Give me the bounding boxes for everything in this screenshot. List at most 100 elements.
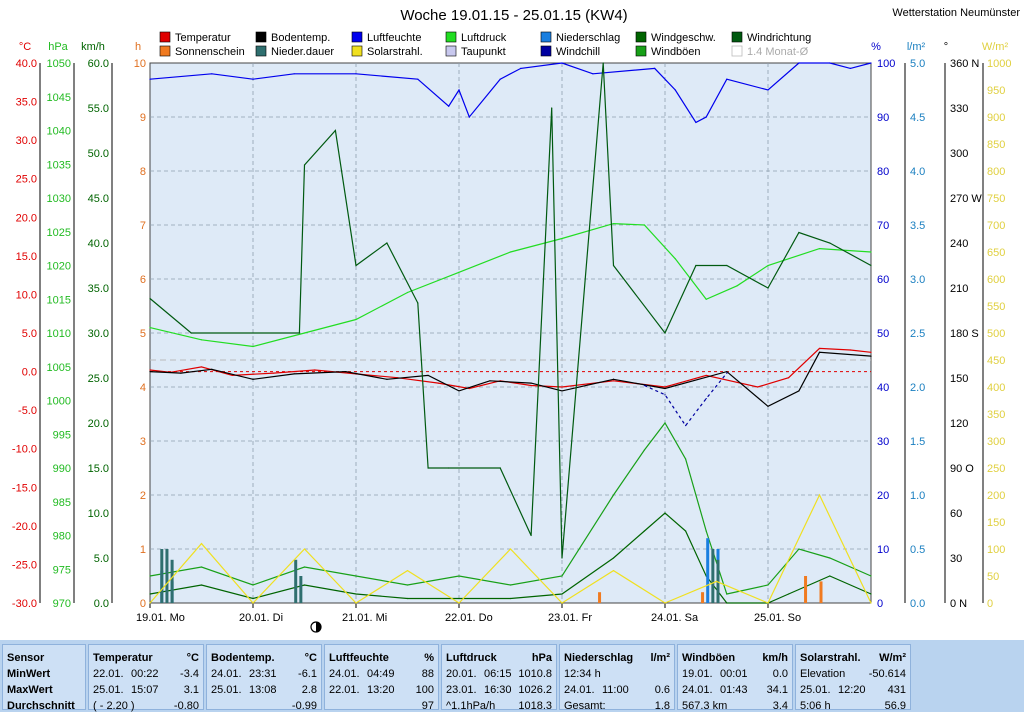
left-axis-tick: 50.0: [88, 148, 109, 160]
right-axis-tick: 0: [877, 598, 883, 610]
x-axis: 19.01. Mo 20.01. Di 21.01. Mi 22.01. Do 23.0…: [136, 603, 801, 624]
legend-label: Windchill: [556, 46, 600, 58]
left-axis-tick: -30.0: [12, 598, 37, 610]
stats-label-min: MinWert: [7, 668, 51, 680]
data-point: [149, 593, 151, 595]
legend-label: Nieder.dauer: [271, 46, 334, 58]
data-point: [458, 89, 460, 91]
legend-item[interactable]: Windgeschw.: [635, 31, 716, 44]
right-axis-tick: 360 N: [950, 58, 979, 70]
left-axis-tick: 970: [53, 598, 71, 610]
data-point: [499, 78, 501, 80]
data-point: [705, 374, 707, 377]
bar-mark: [170, 559, 174, 603]
data-point: [314, 369, 316, 371]
right-axis-tick: 650: [987, 247, 1005, 259]
stats-unit: W/m²: [879, 652, 906, 664]
legend-item[interactable]: Solarstrahl.: [351, 45, 423, 58]
data-point: [293, 73, 295, 75]
legend-item[interactable]: Sonnenschein: [159, 45, 245, 58]
left-axis-tick: 0.0: [94, 598, 109, 610]
data-point: [643, 449, 646, 451]
left-axis-tick: 5: [140, 328, 146, 340]
data-point: [870, 593, 872, 595]
stats-title: Luftfeuchte: [329, 652, 389, 664]
stats-unit: km/h: [762, 652, 788, 664]
stats-date: 23.01.: [446, 684, 477, 696]
data-point: [829, 575, 831, 577]
right-axis-tick: 100: [987, 544, 1005, 556]
stats-value: 100: [415, 684, 434, 696]
data-point: [695, 264, 697, 267]
left-axis-tick: 975: [53, 564, 71, 576]
bar-mark: [598, 592, 602, 603]
stats-value: 1018.3: [518, 700, 552, 712]
data-point: [767, 264, 769, 267]
stats-date: 24.01.: [564, 684, 595, 696]
left-axis-tick: 60.0: [88, 58, 109, 70]
data-point: [211, 368, 213, 370]
right-axis-tick: 60: [950, 508, 962, 520]
right-axis-tick: 300: [950, 148, 968, 160]
stats-value: -6.1: [298, 668, 317, 680]
legend-swatch: [540, 45, 552, 57]
right-axis-tick: 30: [950, 553, 962, 565]
stats-date: 20.01.: [446, 668, 477, 680]
data-point: [715, 580, 718, 583]
legend-item[interactable]: Windchill: [540, 45, 600, 58]
left-axis-tick: 25.0: [88, 373, 109, 385]
data-point: [798, 62, 800, 64]
axis-units: °C hPa km/h h% l/m² ° W/m²: [19, 41, 1009, 53]
legend-label: Taupunkt: [461, 46, 506, 58]
legend-swatch: [159, 45, 171, 57]
right-axis-tick: 2.0: [910, 382, 925, 394]
legend-label: Sonnenschein: [175, 46, 245, 58]
data-point: [468, 116, 470, 118]
right-axis-tick: 240: [950, 238, 968, 250]
legend-item[interactable]: 1.4 Monat-Ø: [731, 45, 809, 58]
legend-item[interactable]: Luftdruck: [445, 31, 507, 44]
stats-time: 23:31: [249, 668, 277, 680]
right-axis-tick: 3.5: [910, 220, 925, 232]
stats-date: 5:06 h: [800, 700, 831, 712]
data-point: [530, 382, 532, 384]
data-point: [664, 387, 666, 390]
x-axis-label: 19.01. Mo: [136, 612, 185, 624]
legend-item[interactable]: Bodentemp.: [255, 31, 330, 44]
data-point: [458, 597, 460, 600]
data-point: [355, 602, 357, 604]
data-point: [458, 390, 460, 392]
data-point: [664, 422, 666, 424]
stats-unit: %: [424, 652, 434, 664]
legend-item[interactable]: Niederschlag: [540, 31, 620, 44]
legend-item[interactable]: Taupunkt: [445, 45, 506, 58]
series-Sonnenschein: [598, 576, 823, 603]
stats-time: 00:22: [131, 668, 159, 680]
right-axis-tick: 550: [987, 301, 1005, 313]
data-point: [757, 386, 759, 388]
legend-item[interactable]: Windrichtung: [731, 31, 811, 44]
stats-value: 1.8: [654, 700, 670, 712]
data-point: [592, 73, 594, 75]
axis-unit-right-0: %: [871, 41, 881, 53]
right-axis-tick: 4.5: [910, 112, 925, 124]
data-point: [612, 264, 615, 267]
data-point: [767, 584, 769, 586]
right-axis-tick: 5.0: [910, 58, 925, 70]
legend-item[interactable]: Temperatur: [159, 31, 231, 44]
left-axis-tick: 1020: [47, 261, 71, 273]
data-point: [664, 512, 666, 514]
legend-item[interactable]: Windböen: [635, 45, 701, 58]
stats-unit: hPa: [531, 652, 552, 664]
stats-date: 25.01.: [211, 684, 242, 696]
legend-item[interactable]: Luftfeuchte: [351, 31, 421, 44]
legend-item[interactable]: Nieder.dauer: [255, 45, 334, 58]
data-point: [355, 264, 357, 267]
stats-value: 431: [887, 684, 906, 696]
data-point: [190, 332, 192, 334]
stats-time: 16:30: [484, 684, 512, 696]
data-point: [252, 345, 254, 348]
right-axis-tick: 20: [877, 490, 889, 502]
left-axis-tick: 1: [140, 544, 146, 556]
data-point: [458, 271, 460, 273]
